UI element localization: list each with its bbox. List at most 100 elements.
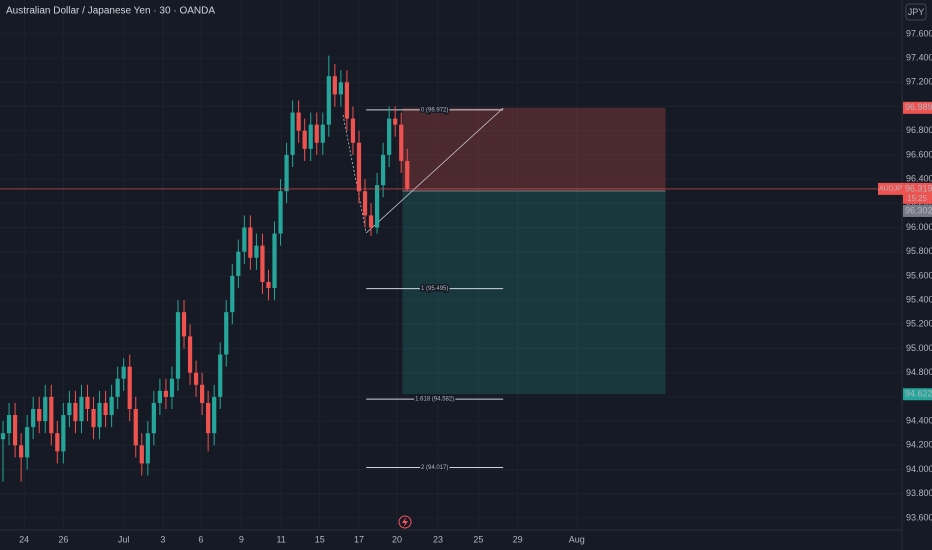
candle-body <box>97 402 102 428</box>
entry-price-tag: 96.302 <box>905 205 932 215</box>
x-tick-label: 23 <box>433 534 443 544</box>
fib-label: 1 (95.495) <box>421 286 448 292</box>
y-tick-label: 94.800 <box>906 367 932 377</box>
fib-label: 1.618 (94.582) <box>415 397 454 403</box>
candle-body <box>326 76 331 125</box>
y-tick-label: 93.800 <box>906 488 932 498</box>
candle-body <box>73 402 78 422</box>
candle-body <box>212 396 217 434</box>
candle-body <box>266 281 271 288</box>
stop-price-tag-bg <box>903 101 932 114</box>
candle-body <box>139 445 144 464</box>
candle-body <box>91 408 96 428</box>
candle-body <box>109 396 114 416</box>
candle-body <box>254 245 259 258</box>
y-tick-label: 95.400 <box>906 294 932 304</box>
candle-body <box>37 408 42 422</box>
candle-body <box>387 118 392 155</box>
y-tick-label: 96.600 <box>906 149 932 159</box>
x-tick-label: Aug <box>569 534 585 544</box>
candle-body <box>206 402 211 434</box>
y-tick-label: 97.200 <box>906 77 932 87</box>
currency-label[interactable]: JPY <box>908 7 925 17</box>
candle-body <box>314 124 319 143</box>
candle-body <box>175 312 181 379</box>
candle-body <box>49 396 54 434</box>
target-price-tag: 94.622 <box>905 389 932 399</box>
x-tick-label: 9 <box>239 534 244 544</box>
candle-body <box>344 82 350 119</box>
target-price-tag-bg <box>903 388 932 401</box>
candle-body <box>187 336 193 373</box>
candle-body <box>272 233 277 288</box>
candle-body <box>302 130 307 149</box>
event-icon[interactable] <box>398 515 412 529</box>
candle-body <box>121 366 126 379</box>
last-price-tag: 96.319 <box>905 183 932 193</box>
y-tick-label: 97.400 <box>906 52 932 62</box>
y-tick-label: 95.000 <box>906 343 932 353</box>
y-tick-label: 94.400 <box>906 415 932 425</box>
candle-body <box>200 384 205 403</box>
plot: 0 (96.972) 1 (95.495) 1.618 (94.582) 2 (94.… <box>0 55 902 482</box>
chart-title: Australian Dollar / Japanese Yen · 30 · … <box>6 6 215 17</box>
y-tick-label: 97.600 <box>906 28 932 38</box>
event-bolt <box>402 517 408 527</box>
candle-body <box>127 366 132 409</box>
candle-body <box>405 160 410 189</box>
x-tick-label: 24 <box>19 534 29 544</box>
candle-body <box>193 372 199 385</box>
candle-body <box>163 390 169 397</box>
candle-body <box>338 82 343 95</box>
candle-body <box>218 354 223 397</box>
last-price-bg <box>903 182 932 204</box>
candle-body <box>151 402 156 434</box>
x-tick-label: 29 <box>513 534 523 544</box>
candle-body <box>55 433 60 452</box>
target-zone <box>402 190 666 395</box>
candle-body <box>133 408 138 446</box>
candle-body <box>25 427 30 458</box>
candle-body <box>31 408 36 428</box>
candle-body <box>278 191 283 234</box>
y-tick-label: 93.600 <box>906 512 932 522</box>
y-tick-label: 94.200 <box>906 440 932 450</box>
candle-body <box>393 118 398 125</box>
x-tick-label: 6 <box>198 534 203 544</box>
candle-body <box>224 312 229 355</box>
candle-body <box>381 154 386 186</box>
candle-body <box>368 215 374 228</box>
x-tick-label: 25 <box>473 534 483 544</box>
candle-body <box>61 415 66 452</box>
candle-body <box>320 124 325 143</box>
candle-body <box>0 433 6 440</box>
symbol-tag-bg <box>878 182 903 195</box>
candle-body <box>43 396 48 422</box>
candle-body <box>242 227 247 252</box>
candle-body <box>296 112 301 131</box>
currency-button[interactable] <box>905 3 927 21</box>
candle-body <box>67 402 72 416</box>
candle-body <box>362 191 368 216</box>
y-tick-label: 94.000 <box>906 464 932 474</box>
candle-body <box>374 185 380 228</box>
candle-body <box>103 402 108 416</box>
x-tick-label: 20 <box>392 534 402 544</box>
candle-body <box>12 415 18 446</box>
stop-zone <box>402 107 666 191</box>
candle-body <box>260 245 265 282</box>
fib-trend <box>342 114 367 234</box>
candle-body <box>230 275 235 313</box>
fib-label: 0 (96.972) <box>421 107 448 113</box>
candle-body <box>356 142 362 192</box>
x-tick-label: 17 <box>354 534 364 544</box>
candle-body <box>236 251 241 276</box>
x-tick-label: Jul <box>118 534 130 544</box>
x-tick-label: 26 <box>58 534 68 544</box>
candle-body <box>6 415 12 434</box>
y-tick-label: 95.200 <box>906 319 932 329</box>
y-tick-label: 95.800 <box>906 246 932 256</box>
candle-body <box>290 112 295 155</box>
